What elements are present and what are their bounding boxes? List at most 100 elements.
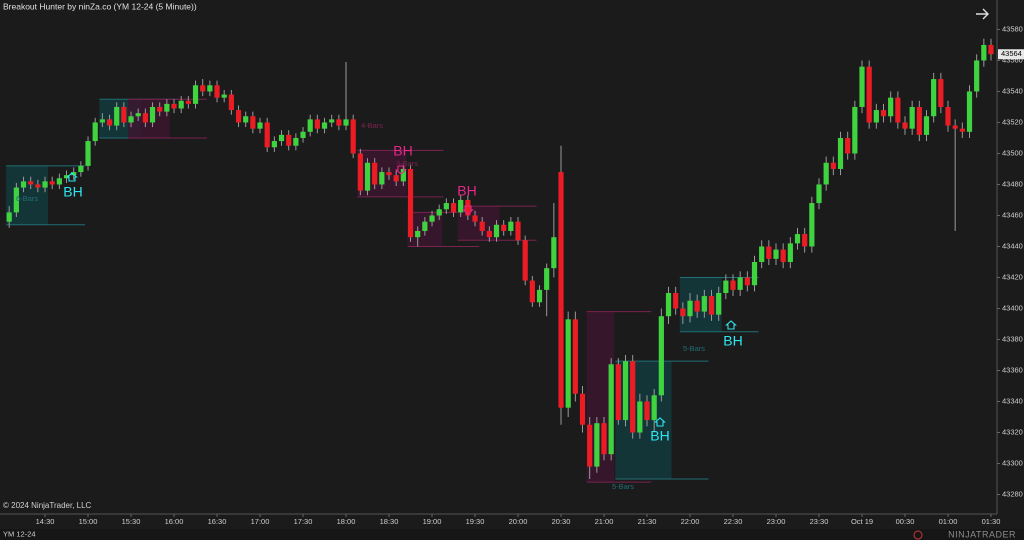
candle-body	[85, 141, 91, 166]
candle-body	[615, 364, 621, 421]
candle-body	[307, 119, 313, 132]
x-tick-label: 19:00	[423, 517, 442, 526]
candle-body	[780, 249, 786, 262]
candle-body	[687, 300, 693, 317]
breakout-box	[128, 99, 170, 138]
candle-body	[422, 221, 428, 231]
x-tick-label: 17:30	[294, 517, 313, 526]
nav-arrow[interactable]	[976, 8, 989, 20]
candle-body	[450, 203, 457, 213]
candle-body	[644, 401, 650, 421]
signal-arrow	[66, 172, 78, 182]
candle-body	[286, 134, 292, 146]
candle-body	[794, 234, 801, 244]
breakout-box	[679, 277, 722, 332]
candle-body	[680, 308, 686, 317]
candle-body	[200, 85, 206, 92]
candle-body	[407, 168, 414, 238]
bars-label: 5-Bars	[683, 344, 705, 353]
candle-body	[888, 97, 894, 117]
copyright: © 2024 NinjaTrader, LLC	[3, 501, 92, 510]
candle-body	[164, 103, 170, 112]
candle-body	[207, 85, 213, 92]
chart-title: Breakout Hunter by ninZa.co (YM 12-24 (5…	[3, 1, 197, 11]
candle-body	[114, 106, 120, 126]
candle-body	[28, 181, 34, 185]
candle-body	[658, 316, 664, 396]
candle-body	[558, 172, 564, 408]
candle-body	[966, 91, 973, 132]
candle-body	[56, 178, 62, 185]
bars-label: 4-Bars	[361, 121, 383, 130]
candle-body	[63, 175, 70, 179]
candle-body	[981, 44, 987, 61]
candle-body	[99, 119, 105, 123]
y-tick-label: 43480	[1002, 179, 1023, 188]
candle-body	[723, 280, 729, 293]
signal-label: BH	[723, 333, 742, 349]
candle-body	[974, 60, 980, 92]
breakout-box	[6, 165, 49, 225]
candle-body	[386, 172, 392, 176]
candle-body	[493, 224, 500, 238]
y-tick-label: 43400	[1002, 303, 1023, 312]
candle-body	[121, 106, 127, 123]
candle-body	[787, 243, 793, 262]
candle-body	[336, 119, 342, 126]
breakout-box	[457, 206, 500, 241]
candle-body	[551, 237, 557, 269]
candle-body	[902, 122, 908, 129]
candle-body	[931, 79, 937, 117]
candle-body	[314, 119, 320, 129]
logo-icon	[913, 530, 923, 540]
candle-body	[579, 393, 586, 425]
signal-arrow	[654, 417, 666, 427]
candle-body	[873, 110, 879, 123]
x-tick-label: 22:00	[681, 517, 700, 526]
x-tick-label: 17:00	[251, 517, 270, 526]
candle-body	[192, 85, 199, 104]
y-tick-label: 43420	[1002, 272, 1023, 281]
candle-body	[716, 292, 722, 315]
signal-arrow	[462, 205, 474, 215]
candle-body	[257, 122, 263, 129]
y-tick-label: 43540	[1002, 86, 1023, 95]
candle-body	[665, 292, 672, 317]
candle-body	[909, 106, 915, 129]
candle-body	[845, 137, 851, 154]
candle-body	[106, 119, 113, 126]
candle-body	[458, 199, 464, 213]
candle-body	[372, 162, 378, 185]
x-tick-label: 19:30	[466, 517, 485, 526]
candle-body	[744, 277, 750, 286]
candle-body	[329, 119, 335, 123]
candle-body	[708, 296, 715, 315]
signal-label: BH	[393, 143, 412, 159]
candle-body	[694, 300, 700, 312]
candle-body	[651, 395, 657, 421]
candle-body	[415, 230, 421, 238]
candle-body	[393, 175, 399, 182]
bars-label: 3-Bars	[396, 159, 418, 168]
logo: NINJATRADER	[948, 529, 1016, 539]
x-tick-label: 14:30	[36, 517, 55, 526]
candle-body	[536, 289, 543, 303]
candle-body	[630, 361, 636, 433]
candle-body	[13, 187, 19, 213]
candle-body	[49, 181, 55, 185]
candle-body	[128, 116, 134, 123]
candle-body	[916, 106, 922, 135]
candle-body	[243, 116, 249, 123]
candle-body	[185, 100, 191, 104]
x-tick-label: 15:00	[79, 517, 98, 526]
candle-body	[278, 134, 285, 142]
candle-body	[479, 221, 485, 231]
y-tick-label: 43360	[1002, 365, 1023, 374]
x-tick-label: 01:00	[939, 517, 958, 526]
candle-body	[622, 361, 629, 421]
x-tick-label: 21:00	[595, 517, 614, 526]
y-tick-label: 43580	[1002, 24, 1023, 33]
x-tick-label: 16:00	[165, 517, 184, 526]
